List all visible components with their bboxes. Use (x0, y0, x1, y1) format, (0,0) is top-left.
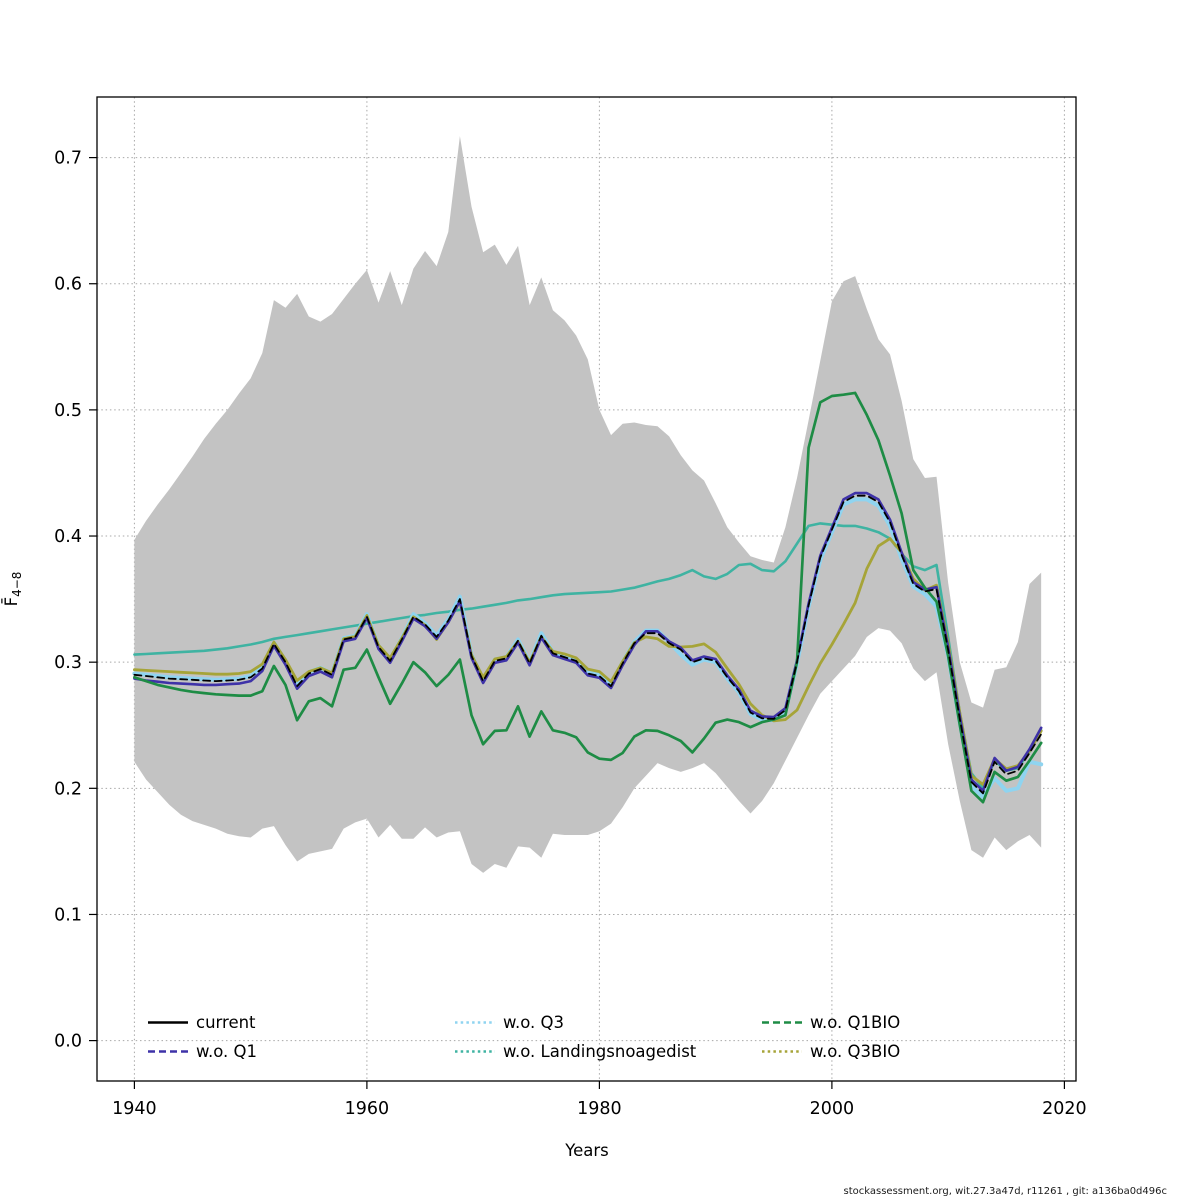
legend-item-current: current (148, 1013, 256, 1032)
legend-label-wo_q3bio: w.o. Q3BIO (810, 1042, 900, 1061)
series-line-wo_q1 (133, 491, 1043, 793)
x-tick-label: 1980 (577, 1099, 622, 1119)
x-tick-label: 2020 (1042, 1099, 1087, 1119)
legend: current w.o. Q1 w.o. Q3 w.o. Landingsnoaged… (148, 1013, 900, 1061)
x-tick-label: 1940 (112, 1099, 157, 1119)
x-axis-label: Years (564, 1141, 609, 1160)
tick-labels: 1940 1960 1980 2000 2020 0.0 0.1 0.2 0.3 0.4 0.5 0.… (54, 149, 1087, 1119)
y-tick-label: 0.6 (54, 275, 82, 295)
tick-marks (89, 156, 1066, 1089)
y-tick-label: 0.4 (54, 527, 82, 547)
y-axis-label-base: F̄ (2, 597, 21, 607)
x-tick-label: 2000 (810, 1099, 855, 1119)
legend-label-current: current (196, 1013, 256, 1032)
y-tick-label: 0.0 (54, 1032, 82, 1052)
series-line-wo_q1bio (133, 391, 1043, 804)
y-tick-label: 0.2 (54, 779, 82, 799)
y-axis-label-subscript: 4−8 (10, 572, 24, 597)
footer-credit: stockassessment.org, wit.27.3a47d, r1126… (843, 1186, 1168, 1197)
legend-item-wo_landingsnoagedist: w.o. Landingsnoagedist (455, 1042, 697, 1061)
y-tick-label: 0.1 (54, 905, 82, 925)
legend-item-wo_q1bio: w.o. Q1BIO (762, 1013, 900, 1032)
plot-border (96, 96, 1077, 1082)
y-tick-label: 0.5 (54, 401, 82, 421)
legend-label-wo_q1: w.o. Q1 (196, 1042, 257, 1061)
y-axis-label: F̄4−8 (2, 572, 24, 607)
confidence-band (134, 136, 1042, 873)
y-tick-label: 0.7 (54, 149, 82, 169)
gridlines (97, 97, 1076, 1081)
x-tick-label: 1960 (345, 1099, 390, 1119)
legend-label-wo_landingsnoagedist: w.o. Landingsnoagedist (503, 1042, 697, 1061)
legend-item-wo_q3: w.o. Q3 (455, 1013, 564, 1032)
series-line-current (133, 494, 1043, 795)
y-tick-label: 0.3 (54, 653, 82, 673)
legend-item-wo_q3bio: w.o. Q3BIO (762, 1042, 900, 1061)
legend-label-wo_q1bio: w.o. Q1BIO (810, 1013, 900, 1032)
legend-item-wo_q1: w.o. Q1 (148, 1042, 257, 1061)
legend-label-wo_q3: w.o. Q3 (503, 1013, 564, 1032)
series-line-wo_q3bio (133, 537, 1043, 786)
